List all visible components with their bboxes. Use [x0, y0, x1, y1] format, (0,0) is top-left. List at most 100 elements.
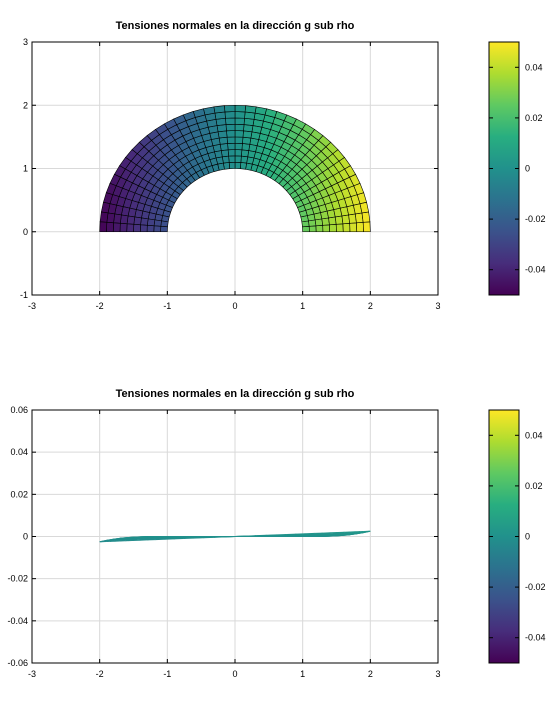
colorbar-tick-label: -0.04 — [525, 265, 546, 275]
chart-1-colorbar-gradient — [488, 41, 520, 296]
mesh-line — [327, 533, 334, 536]
mesh-line — [164, 538, 168, 540]
mesh-line — [114, 539, 121, 542]
x-tick-label: 3 — [435, 301, 440, 311]
mesh-line — [119, 537, 127, 539]
mesh-cell — [328, 216, 337, 226]
mesh-line — [332, 532, 339, 535]
x-tick-label: -2 — [96, 669, 104, 679]
mesh-line — [137, 538, 143, 540]
mesh-line — [322, 533, 328, 536]
y-tick-label: -0.04 — [7, 616, 28, 626]
mesh-cell — [356, 221, 364, 233]
mesh-cell — [227, 149, 236, 157]
mesh-line — [338, 531, 345, 534]
y-tick-label: 0.06 — [10, 405, 28, 415]
chart-2-colorbar-gradient — [488, 409, 520, 664]
x-tick-label: -2 — [96, 301, 104, 311]
mesh-line — [155, 537, 161, 539]
mesh-cell — [228, 155, 236, 163]
mesh-cell — [342, 222, 351, 233]
mesh-line — [327, 533, 333, 535]
mesh-cell — [225, 123, 236, 132]
mesh-cell — [133, 216, 142, 226]
y-tick-label: -1 — [20, 290, 28, 300]
mesh-cell — [227, 142, 236, 151]
mesh-line — [147, 538, 152, 541]
chart-2-colorbar: 0.04 0.02 0 -0.02 -0.04 — [488, 409, 546, 664]
colorbar-tick-label: 0.02 — [525, 481, 543, 491]
y-tick-label: 0.04 — [10, 447, 28, 457]
mesh-cell — [234, 111, 246, 119]
mesh-cell — [234, 142, 243, 151]
mesh-cell — [153, 219, 162, 227]
mesh-cell — [140, 217, 149, 226]
mesh-line — [139, 538, 145, 541]
mesh-line — [290, 534, 294, 536]
mesh-line — [314, 533, 319, 536]
mesh-line — [173, 537, 177, 540]
mesh-line — [183, 537, 186, 540]
mesh-cell — [106, 221, 114, 233]
colorbar-tick-label: 0.04 — [525, 62, 543, 72]
mesh-line — [298, 533, 303, 536]
mesh-line — [316, 534, 322, 536]
mesh-cell — [133, 223, 141, 233]
mesh-line — [309, 534, 315, 536]
x-tick-label: 2 — [368, 301, 373, 311]
mesh-cell — [308, 225, 317, 233]
x-tick-label: 2 — [368, 669, 373, 679]
mesh-line — [302, 533, 306, 535]
y-tick-label: -0.06 — [7, 658, 28, 668]
mesh-line — [131, 538, 138, 541]
mesh-line — [106, 538, 114, 541]
mesh-cell — [315, 224, 324, 233]
mesh-cell — [224, 111, 236, 119]
mesh-line — [353, 531, 361, 534]
mesh-cell — [160, 225, 168, 233]
y-tick-label: 0.02 — [10, 489, 28, 499]
mesh-cell — [112, 222, 121, 233]
mesh-cell — [234, 136, 244, 144]
mesh-line — [125, 538, 132, 541]
mesh-cell — [234, 155, 242, 163]
mesh-cell — [234, 161, 242, 170]
chart-1-title: Tensiones normales en la dirección g sub… — [116, 20, 355, 32]
mesh-cell — [218, 136, 228, 145]
chart-1-mesh — [99, 104, 371, 233]
mesh-cell — [241, 149, 250, 158]
y-tick-label: 0 — [23, 227, 28, 237]
mesh-line — [130, 538, 137, 541]
mesh-line — [325, 532, 331, 535]
mesh-line — [333, 532, 340, 535]
mesh-cell — [226, 130, 236, 138]
y-tick-label: 1 — [23, 164, 28, 174]
mesh-cell — [213, 105, 226, 114]
mesh-line — [119, 539, 126, 542]
mesh-line — [167, 537, 172, 540]
chart-2-x-ticks: -3 -2 -1 0 1 2 3 — [28, 410, 441, 679]
mesh-cell — [234, 123, 245, 132]
mesh-line — [349, 531, 356, 534]
mesh-cell — [126, 215, 136, 225]
colorbar-tick-label: -0.02 — [525, 582, 546, 592]
mesh-cell — [349, 222, 358, 233]
mesh-cell — [241, 143, 251, 151]
mesh-line — [159, 537, 164, 540]
mesh-cell — [219, 143, 229, 151]
mesh-cell — [226, 136, 236, 144]
y-tick-label: 2 — [23, 100, 28, 110]
mesh-line — [317, 534, 323, 537]
mesh-cell — [239, 162, 247, 170]
x-tick-label: 1 — [300, 301, 305, 311]
mesh-cell — [322, 224, 331, 233]
mesh-cell — [146, 218, 156, 227]
mesh-cell — [361, 211, 371, 223]
x-tick-label: -1 — [163, 301, 171, 311]
mesh-cell — [119, 222, 128, 233]
mesh-cell — [302, 225, 310, 233]
chart-2-title: Tensiones normales en la dirección g sub… — [116, 388, 355, 400]
colorbar-tick-label: -0.04 — [525, 633, 546, 643]
mesh-line — [321, 533, 326, 536]
colorbar-tick-label: -0.02 — [525, 214, 546, 224]
